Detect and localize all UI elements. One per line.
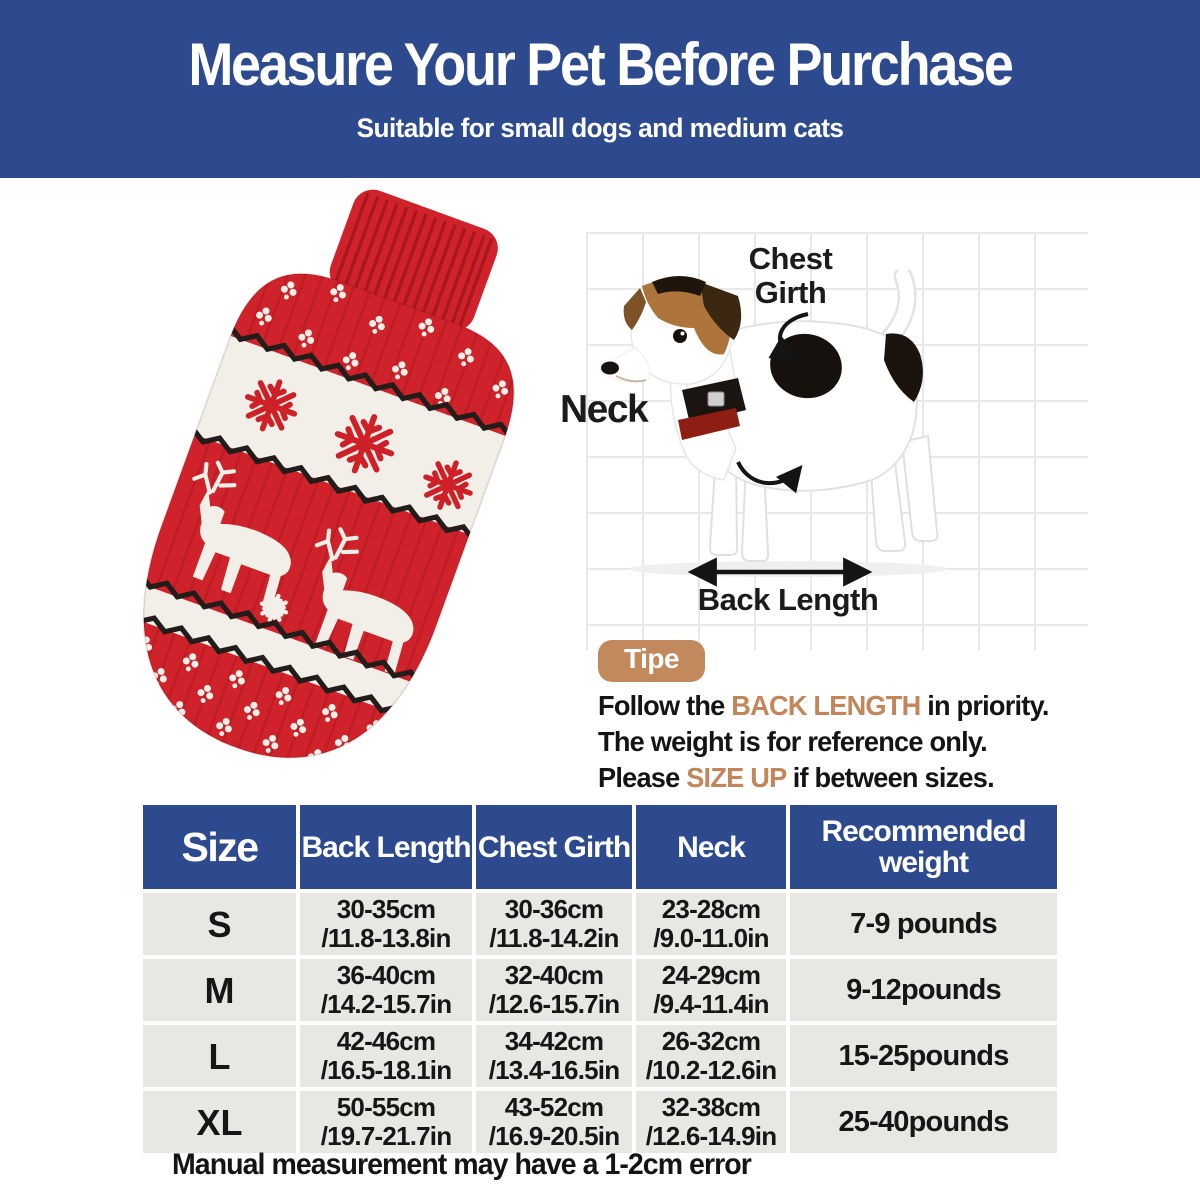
tip-line-3: Please SIZE UP if between sizes.	[598, 762, 995, 793]
row-m-back-length: 36-40cm/14.2-15.7in	[300, 959, 472, 1021]
size-table: Size Back Length Chest Girth Neck Recomm…	[143, 805, 1057, 1153]
row-s-size: S	[143, 893, 296, 955]
col-header-back-length: Back Length	[300, 805, 472, 889]
row-m-weight: 9-12pounds	[790, 959, 1057, 1021]
page-title: Measure Your Pet Before Purchase	[188, 31, 1014, 98]
col-header-chest-girth: Chest Girth	[476, 805, 632, 889]
row-l-weight: 15-25pounds	[790, 1025, 1057, 1087]
back-length-highlight: BACK LENGTH	[731, 690, 921, 721]
chest-girth-label: Chest Girth	[748, 241, 833, 310]
header-banner: Measure Your Pet Before Purchase Suitabl…	[0, 0, 1200, 178]
measurement-diagram: Chest Girth Neck Back Length	[558, 232, 1090, 662]
tip-line-1: Follow the BACK LENGTH in priority.	[598, 690, 1049, 721]
sweater-body	[98, 252, 536, 798]
tip-line-2: The weight is for reference only.	[598, 726, 988, 757]
row-l-back-length: 42-46cm/16.5-18.1in	[300, 1025, 472, 1087]
row-m-neck: 24-29cm/9.4-11.4in	[636, 959, 786, 1021]
christmas-sweater-illustration	[98, 189, 536, 798]
row-m-size: M	[143, 959, 296, 1021]
row-s-chest-girth: 30-36cm/11.8-14.2in	[476, 893, 632, 955]
measurement-error-note: Manual measurement may have a 1-2cm erro…	[172, 1148, 752, 1181]
row-m-chest-girth: 32-40cm/12.6-15.7in	[476, 959, 632, 1021]
col-header-recommended-weight: Recommended weight	[790, 805, 1057, 889]
back-length-label: Back Length	[697, 582, 879, 617]
neck-label: Neck	[560, 388, 649, 431]
size-up-highlight: SIZE UP	[686, 762, 787, 793]
tip-badge: Tipe	[598, 640, 706, 682]
row-xl-neck: 32-38cm/12.6-14.9in	[636, 1091, 786, 1153]
chest-girth-bottom-arrow	[736, 461, 803, 494]
row-l-size: L	[143, 1025, 296, 1087]
row-xl-back-length: 50-55cm/19.7-21.7in	[300, 1091, 472, 1153]
page-subtitle: Suitable for small dogs and medium cats	[356, 113, 844, 143]
row-xl-chest-girth: 43-52cm/16.9-20.5in	[476, 1091, 632, 1153]
row-xl-weight: 25-40pounds	[790, 1091, 1057, 1153]
row-l-chest-girth: 34-42cm/13.4-16.5in	[476, 1025, 632, 1087]
col-header-size: Size	[143, 805, 296, 889]
col-header-neck: Neck	[636, 805, 786, 889]
tip-section: Tipe Follow the BACK LENGTH in priority.…	[598, 640, 1098, 796]
row-s-neck: 23-28cm/9.0-11.0in	[636, 893, 786, 955]
row-xl-size: XL	[143, 1091, 296, 1153]
row-l-neck: 26-32cm/10.2-12.6in	[636, 1025, 786, 1087]
row-s-weight: 7-9 pounds	[790, 893, 1057, 955]
chest-girth-top-arrow	[768, 312, 809, 360]
measurement-arrows	[687, 312, 873, 587]
row-s-back-length: 30-35cm/11.8-13.8in	[300, 893, 472, 955]
